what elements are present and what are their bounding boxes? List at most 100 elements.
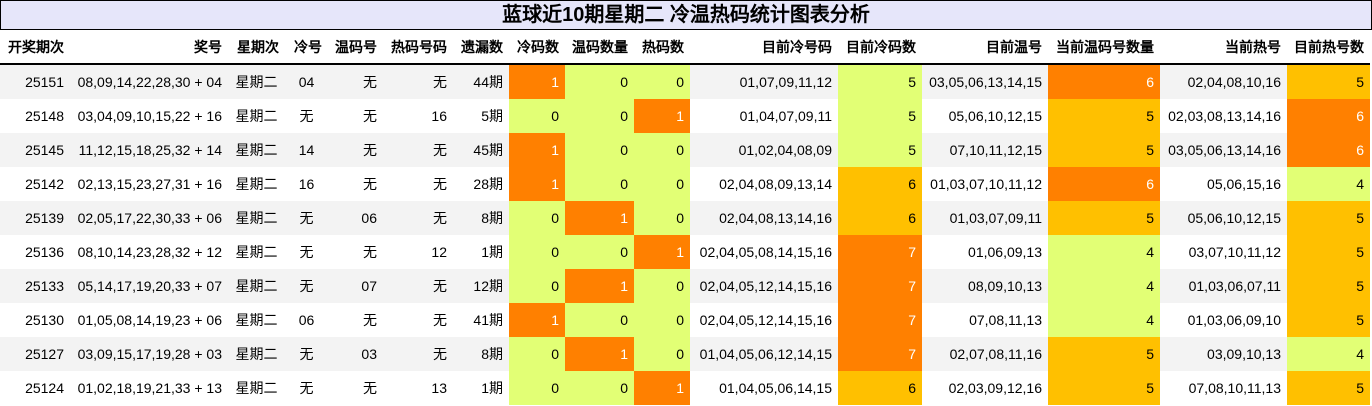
cell-cur-cold: 02,04,05,12,14,15,16 [699,312,832,328]
cell-cur-hot: 01,03,06,07,11 [1160,269,1287,303]
cell-cold-count: 1 [509,167,565,201]
cell-cur-warm-count: 4 [1048,235,1160,269]
cell-issue: 25130 [25,312,64,328]
cell-cur-warm-count: 5 [1048,371,1160,405]
cell-cur-hot-count: 5 [1287,64,1370,99]
cell-hot: 无 [383,269,453,303]
cell-issue: 25151 [0,64,70,99]
stats-table: 开奖期次 奖号 星期次 冷号 温码号 热码号码 遗漏数 冷码数 温码数量 热码数 目前冷号码 目前冷码… [0,30,1370,405]
cell-cold: 无 [299,380,314,396]
table-row: 25142 02,13,15,23,27,31 + 16 星期二 16 无无 28期 1 0 0… [0,167,1370,201]
cell-cur-cold: 01,07,09,11,12 [690,64,838,99]
cell-cur-warm-count: 4 [1048,269,1160,303]
cell-cold: 无 [285,269,328,303]
cell-weekday: 星期二 [235,244,278,260]
cell-miss: 28期 [473,176,503,192]
cell-hot: 12 [431,244,447,260]
cell-cold: 14 [285,133,328,167]
table-row: 25124 01,02,18,19,21,33 + 13 星期二无无 13 1期 0 0 1 0… [0,371,1370,405]
cell-issue: 25145 [0,133,70,167]
cell-cur-warm: 07,10,11,12,15 [922,133,1048,167]
cell-hot: 无 [383,337,453,371]
cell-warm: 03 [328,337,383,371]
cell-cur-warm-count: 5 [1048,201,1160,235]
cell-numbers: 02,13,15,23,27,31 + 16 [77,176,222,192]
column-header-warm: 温码号 [328,30,383,65]
cell-weekday: 星期二 [235,108,278,124]
cell-numbers: 08,09,14,22,28,30 + 04 [70,64,228,99]
cell-miss: 45期 [453,133,509,167]
table-row: 25148 03,04,09,10,15,22 + 16 星期二无无 16 5期 0 0 1 0… [0,99,1370,133]
column-header-hot-count: 热码数 [634,30,690,65]
cell-miss: 5期 [481,108,503,124]
cell-cur-warm: 02,07,08,11,16 [922,337,1048,371]
cell-hot-count: 1 [634,99,690,133]
cell-miss: 44期 [453,64,509,99]
cell-cur-cold-count: 5 [838,99,922,133]
column-header-cur-cold: 目前冷号码 [690,30,838,65]
cell-cur-hot: 05,06,10,12,15 [1160,201,1287,235]
cell-cur-warm-count: 6 [1048,167,1160,201]
cell-cur-cold-count: 7 [838,303,922,337]
cell-cur-cold: 01,04,07,09,11 [739,108,832,124]
cell-miss: 8期 [453,337,509,371]
column-header-cold: 冷号 [285,30,328,65]
cell-cur-hot-count: 6 [1287,99,1370,133]
column-header-cur-cold-count: 目前冷码数 [838,30,922,65]
column-header-issue: 开奖期次 [0,30,70,65]
cell-issue: 25136 [25,244,64,260]
cell-cur-cold-count: 5 [838,133,922,167]
cell-cold: 04 [285,64,328,99]
cell-cur-warm: 01,03,07,10,11,12 [930,176,1042,192]
cell-numbers: 01,02,18,19,21,33 + 13 [77,380,222,396]
cell-cold: 无 [285,201,328,235]
cell-miss: 1期 [481,380,503,396]
cell-cur-hot-count: 5 [1287,303,1370,337]
cell-cur-hot: 05,06,15,16 [1207,176,1281,192]
cell-cold: 06 [298,312,315,328]
cell-issue: 25148 [25,108,64,124]
cell-cur-hot: 01,03,06,09,10 [1187,312,1281,328]
column-header-cold-count: 冷码数 [509,30,565,65]
cell-warm: 无 [363,312,377,328]
cell-cur-warm: 01,03,07,09,11 [922,201,1048,235]
cell-warm-count: 0 [565,133,634,167]
cell-warm-count: 0 [565,64,634,99]
cell-weekday: 星期二 [235,312,278,328]
cell-hot-count: 0 [634,201,690,235]
cell-warm-count: 1 [565,201,634,235]
cell-cur-cold-count: 7 [838,235,922,269]
cell-cur-hot: 03,07,10,11,12 [1188,244,1281,260]
cell-hot-count: 0 [634,269,690,303]
cell-numbers: 01,05,08,14,19,23 + 06 [77,312,222,328]
cell-miss: 12期 [453,269,509,303]
cell-cur-cold-count: 6 [838,371,922,405]
cell-cold: 无 [299,244,314,260]
cell-cur-hot-count: 5 [1287,235,1370,269]
cell-cur-hot: 02,03,08,13,14,16 [1168,108,1281,124]
table-row: 25151 08,09,14,22,28,30 + 04 星期二 04 无无 44期 1 0 0… [0,64,1370,99]
table-row: 25133 05,14,17,19,20,33 + 07 星期二无 07 无 12期 0 1 0… [0,269,1370,303]
cell-weekday: 星期二 [228,201,285,235]
cell-cur-cold-count: 6 [838,167,922,201]
cell-cur-cold: 02,04,08,09,13,14 [719,176,832,192]
cell-warm: 07 [328,269,383,303]
table-row: 25145 11,12,15,18,25,32 + 14 星期二 14 无无 45期 1 0 0… [0,133,1370,167]
cell-cur-hot-count: 4 [1287,167,1370,201]
cell-warm-count: 0 [565,235,634,269]
cell-cold-count: 0 [509,99,565,133]
cell-numbers: 02,05,17,22,30,33 + 06 [70,201,228,235]
cell-warm: 无 [363,176,377,192]
cell-hot: 13 [431,380,447,396]
cell-cur-cold-count: 5 [838,64,922,99]
cell-cur-hot-count: 4 [1287,337,1370,371]
cell-issue: 25127 [0,337,70,371]
column-header-cur-warm-count: 当前温码号数量 [1048,30,1160,65]
cell-weekday: 星期二 [228,64,285,99]
cell-weekday: 星期二 [235,176,278,192]
cell-cold-count: 0 [509,269,565,303]
cell-cold: 无 [299,108,314,124]
cell-weekday: 星期二 [228,269,285,303]
cell-cold-count: 0 [509,371,565,405]
